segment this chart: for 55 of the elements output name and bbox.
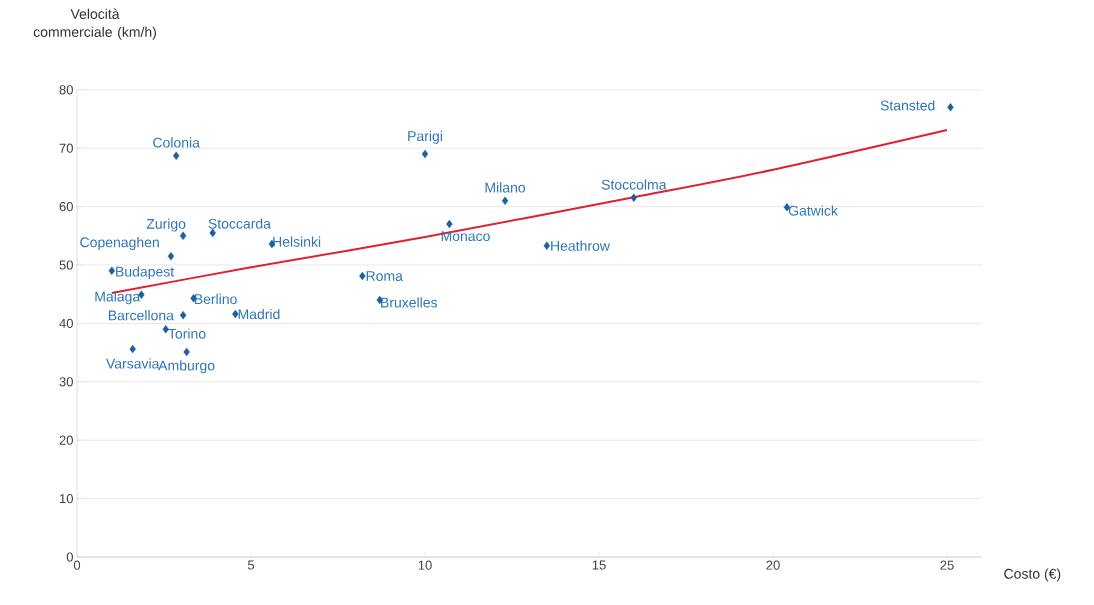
point [543,241,551,250]
y-tick-label: 50 [59,260,73,270]
point [209,228,216,238]
point [183,347,190,357]
annotation: Malaga [95,291,141,305]
point [162,325,169,334]
x-axis-title: Costo (€) [1004,568,1061,582]
annotation: Helsinki [273,236,321,247]
annotation: Madrid [238,308,280,320]
annotation: Barcellona [108,310,174,321]
annotation: Stoccolma [601,179,667,190]
annotation: Amburgo [158,360,215,374]
annotation: Roma [366,271,403,281]
point [421,149,429,159]
x-tick-label: 10 [418,560,432,570]
annotation: Varsavia [106,358,160,369]
annotation: Parigi [408,130,442,144]
y-tick-label: 20 [59,435,73,445]
x-tick-label: 0 [73,560,81,570]
point [129,344,136,354]
x-tick-label: 15 [592,560,606,570]
annotation: Berlino [194,293,237,305]
point [630,193,638,203]
y-tick-label: 60 [59,201,73,212]
point [167,252,175,261]
annotation: Stoccarda [208,218,271,229]
y-tick-label: 10 [60,493,73,504]
point [501,196,509,205]
y-axis-title: Velocità commerciale (km/h) [33,8,156,40]
annotation: Torino [168,328,206,339]
annotation: Bruxelles [381,297,438,308]
point [446,219,453,229]
annotation: Copenaghen [80,236,159,251]
annotation: Zurigo [146,218,186,232]
point [108,266,115,276]
annotation: Stansted [880,100,935,111]
y-tick-label: 80 [59,85,73,95]
annotation: Colonia [153,137,200,148]
annotation: Monaco [441,231,490,242]
annotation: Milano [485,182,526,193]
y-tick-label: 0 [66,552,73,562]
point [359,271,366,281]
y-tick-label: 70 [59,143,73,153]
annotation: Heathrow [551,240,610,251]
y-tick-label: 40 [59,318,73,328]
x-tick-label: 25 [940,560,954,570]
y-tick-label: 30 [59,377,73,387]
point [947,103,954,112]
annotation: Budapest [116,266,175,280]
x-tick-label: 20 [766,560,780,570]
point [179,311,187,320]
point [179,231,187,240]
annotation: Gatwick [788,205,838,216]
point [172,151,180,160]
x-tick-label: 5 [247,560,255,570]
